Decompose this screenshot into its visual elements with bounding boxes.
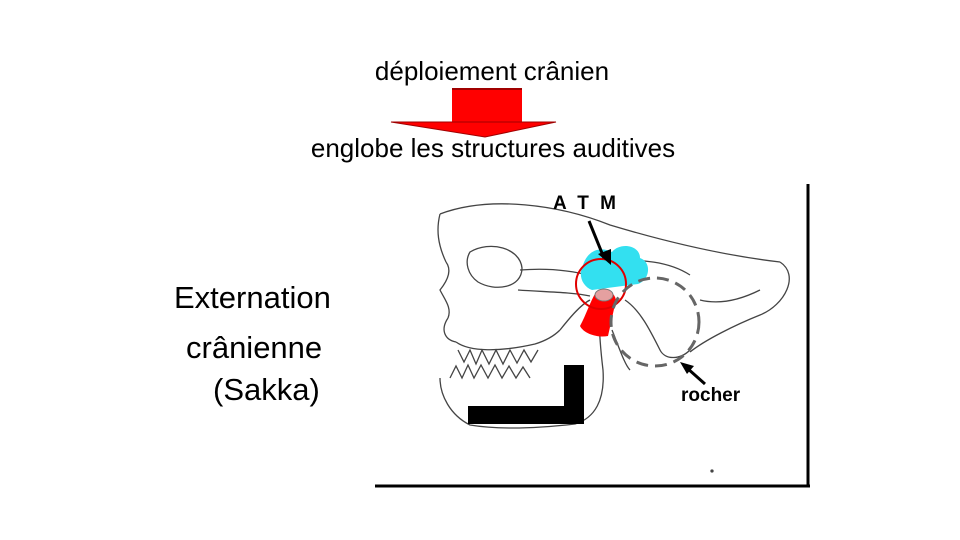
- bottom-caption: englobe les structures auditives: [310, 133, 676, 163]
- atm-circle: [575, 258, 627, 310]
- label-rocher: rocher: [681, 385, 741, 406]
- side-text-cranienne: crânienne: [186, 330, 323, 365]
- condyle-shape: [580, 290, 616, 337]
- top-caption: déploiement crânien: [374, 56, 610, 86]
- down-arrow-icon: [390, 88, 557, 138]
- side-text-sakka: (Sakka): [213, 372, 320, 407]
- condyle-head: [594, 288, 614, 302]
- atm-highlight: [580, 246, 649, 290]
- rocher-circle: [609, 276, 701, 368]
- side-text-externation: Externation: [174, 280, 331, 315]
- skull-drawing: [437, 203, 790, 473]
- mandible-marker: [468, 365, 584, 424]
- rocher-pointer-arrow: [680, 362, 706, 386]
- atm-pointer-arrow: [587, 220, 611, 265]
- label-atm: A T M: [553, 193, 620, 214]
